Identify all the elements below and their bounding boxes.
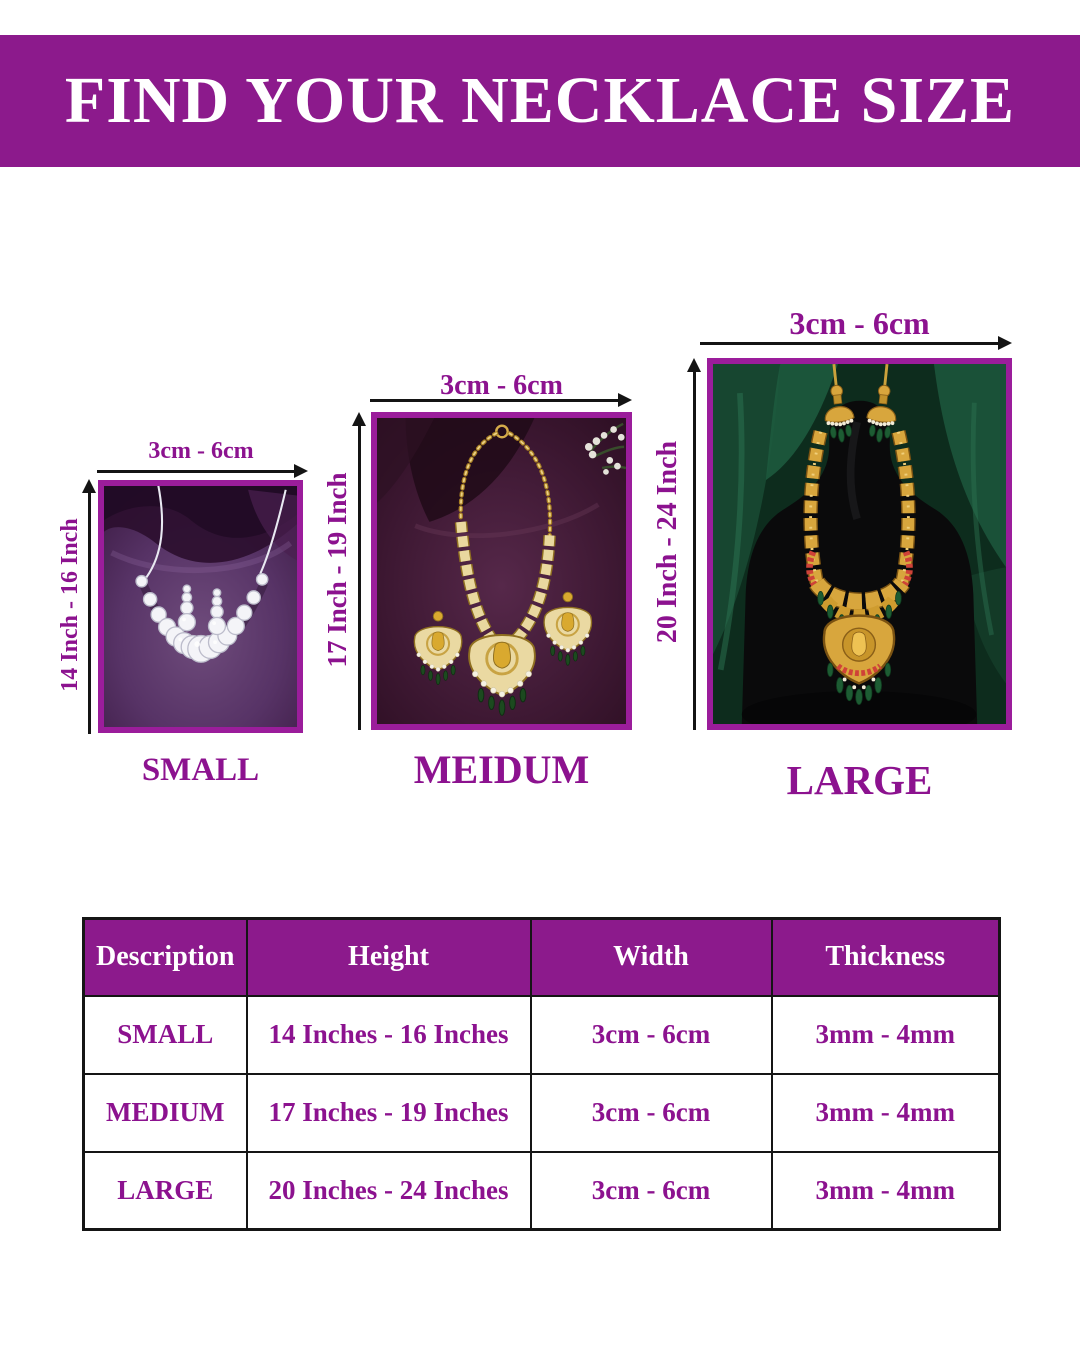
column-header-description: Description [82,917,248,997]
arrowhead-up [687,358,701,372]
width-range-label: 3cm - 6cm [440,370,563,401]
table-row-small: SMALL 14 Inches - 16 Inches 3cm - 6cm 3m… [82,994,1001,1075]
arrowhead-right [294,464,308,478]
medium-necklace-photo [371,412,632,730]
cell-description: SMALL [82,994,248,1075]
cell-width: 3cm - 6cm [529,1150,773,1231]
cell-width: 3cm - 6cm [529,1072,773,1153]
arrow-shaft [700,342,1003,345]
height-arrow [82,479,96,734]
width-range-label: 3cm - 6cm [789,305,930,341]
table-row-large: LARGE 20 Inches - 24 Inches 3cm - 6cm 3m… [82,1150,1001,1231]
arrow-shaft [370,399,623,402]
white-flowers [584,422,626,475]
arrowhead-right [998,336,1012,350]
height-arrow [687,358,701,730]
height-arrow [352,412,366,730]
column-header-height: Height [245,917,532,997]
arrow-shaft [88,488,91,734]
table-header-row: Description Height Width Thickness [82,917,1001,997]
cell-description: LARGE [82,1150,248,1231]
size-caption: SMALL [141,752,260,788]
title-banner: FIND YOUR NECKLACE SIZE [0,35,1080,167]
width-range-label: 3cm - 6cm [148,438,254,464]
cell-thickness: 3mm - 4mm [770,1072,1001,1153]
small-necklace-photo [98,480,303,733]
column-header-width: Width [529,917,773,997]
cell-height: 20 Inches - 24 Inches [245,1150,532,1231]
size-caption: LARGE [786,757,933,803]
gold-temple-necklace-image [713,364,1006,724]
height-range-label: 14 Inch - 16 Inch [57,518,83,692]
column-header-thickness: Thickness [770,917,1001,997]
height-range-label: 20 Inch - 24 Inch [652,440,683,644]
width-arrow [370,393,632,407]
arrow-shaft [693,367,696,730]
large-necklace-photo [707,358,1012,730]
gold-necklace-image [377,418,626,724]
cell-description: MEDIUM [82,1072,248,1153]
cell-thickness: 3mm - 4mm [770,994,1001,1075]
cell-height: 17 Inches - 19 Inches [245,1072,532,1153]
arrowhead-right [618,393,632,407]
height-range-label: 17 Inch - 19 Inch [322,472,352,668]
arrowhead-up [82,479,96,493]
arrow-shaft [358,421,361,730]
arrow-shaft [97,470,299,473]
cell-height: 14 Inches - 16 Inches [245,994,532,1075]
page-title: FIND YOUR NECKLACE SIZE [64,64,1016,137]
size-chart-table: Description Height Width Thickness SMALL… [82,917,1001,1231]
width-arrow [97,464,308,478]
size-caption: MEIDUM [413,747,590,792]
cell-thickness: 3mm - 4mm [770,1150,1001,1231]
width-arrow [700,336,1012,350]
arrowhead-up [352,412,366,426]
cell-width: 3cm - 6cm [529,994,773,1075]
table-row-medium: MEDIUM 17 Inches - 19 Inches 3cm - 6cm 3… [82,1072,1001,1153]
silver-necklace-image [104,486,297,727]
